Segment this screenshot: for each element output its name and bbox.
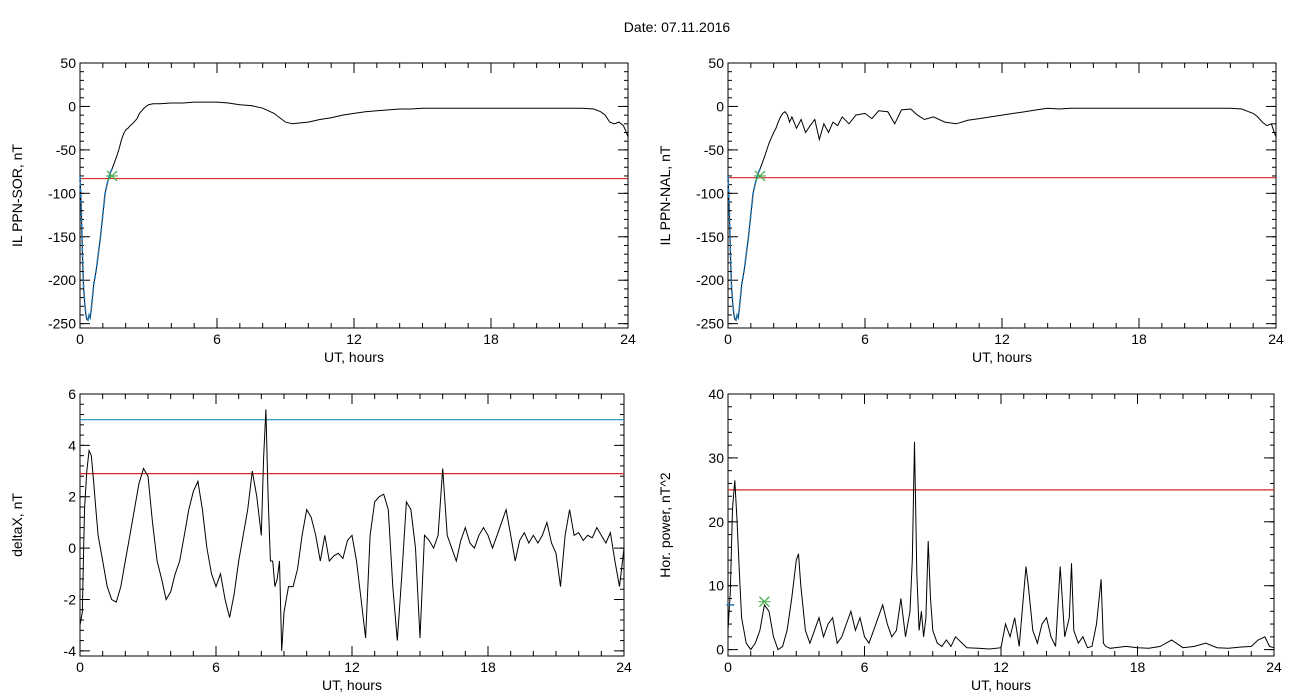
y-tick-label: -200 [696,272,724,288]
x-tick-label: 24 [1266,659,1282,675]
y-tick-label: 10 [708,578,724,594]
y-tick-label: -200 [48,272,76,288]
y-tick-label: 20 [708,514,724,530]
x-marker [105,170,118,182]
x-tick-label: 18 [483,331,499,347]
x-tick-label: 6 [213,331,221,347]
x-tick-label: 6 [861,331,869,347]
y-tick-label: 50 [60,55,76,71]
data-series-line [727,441,1275,651]
x-axis-label: UT, hours [324,349,384,365]
data-series-line [79,101,629,322]
y-tick-label: -150 [48,229,76,245]
x-axis-label: UT, hours [972,349,1032,365]
x-tick-label: 24 [616,659,632,675]
y-tick-label: -100 [48,185,76,201]
y-axis-label: Hor. power, nT^2 [657,472,673,578]
data-series-line [727,107,1277,322]
y-axis-label: IL PPN-NAL, nT [657,145,673,245]
plot-frame [79,62,629,329]
x-tick-label: 6 [212,659,220,675]
y-tick-label: 6 [68,386,76,402]
y-tick-label: 2 [68,489,76,505]
data-series-line [79,409,625,651]
x-tick-label: 0 [724,331,732,347]
x-tick-label: 0 [76,659,84,675]
x-tick-label: 12 [993,659,1009,675]
y-tick-label: -250 [48,316,76,332]
x-tick-label: 24 [620,331,636,347]
x-tick-label: 0 [76,331,84,347]
x-tick-label: 18 [480,659,496,675]
x-tick-label: 12 [344,659,360,675]
y-tick-label: 0 [716,98,724,114]
y-tick-label: 4 [68,437,76,453]
x-tick-label: 18 [1131,331,1147,347]
y-tick-label: 50 [708,55,724,71]
x-tick-label: 12 [994,331,1010,347]
y-tick-label: -50 [56,142,76,158]
plot-frame [727,393,1275,657]
y-tick-label: 40 [708,386,724,402]
x-marker [758,596,771,608]
y-tick-label: -4 [64,643,77,659]
plot-p1: 0 6 12 18 24 50 0 -50 -100 -150 -200 -250 UT, hours I… [9,55,636,365]
x-tick-label: 6 [861,659,869,675]
plot-frame [727,62,1277,329]
x-tick-label: 0 [724,659,732,675]
y-tick-label: -250 [696,316,724,332]
x-tick-label: 12 [346,331,362,347]
y-axis-label: IL PPN-SOR, nT [9,144,25,247]
x-tick-label: 24 [1268,331,1284,347]
plot-p4: 0 6 12 18 24 40 30 20 10 0 UT, hours Hor. power, nT… [657,386,1282,693]
y-tick-label: -50 [704,142,724,158]
fit-series-line [727,168,761,322]
y-tick-label: -150 [696,229,724,245]
y-axis-label: deltaX, nT [9,493,25,557]
y-tick-label: -100 [696,185,724,201]
y-tick-label: -2 [64,591,77,607]
figure-date-title: Date: 07.11.2016 [623,19,731,35]
x-marker [753,170,766,182]
y-tick-label: 0 [716,642,724,658]
fit-series-line [79,168,113,322]
x-axis-label: UT, hours [322,677,382,693]
y-tick-label: 30 [708,450,724,466]
plot-p3: 0 6 12 18 24 6 4 2 0 -2 -4 UT, hours deltaX, nT [9,386,632,693]
plot-frame [79,393,625,657]
y-tick-label: 0 [68,540,76,556]
x-axis-label: UT, hours [971,677,1031,693]
plot-p2: 0 6 12 18 24 50 0 -50 -100 -150 -200 -250 UT, hours I… [657,55,1284,365]
x-tick-label: 18 [1130,659,1146,675]
y-tick-label: 0 [68,98,76,114]
